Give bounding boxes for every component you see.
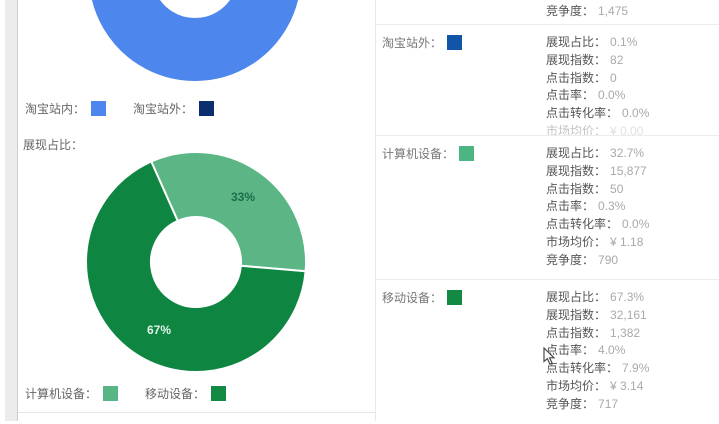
stats-section-previous: 竞争度： 1,475 [376,0,719,25]
stat-label: 市场均价： [546,234,607,249]
section-color-swatch [447,35,463,50]
stat-row: 点击转化率： 0.0% [546,105,649,123]
stat-value: 50 [610,181,624,196]
stat-row: 点击指数： 0 [546,70,649,88]
donut-slice-1[interactable] [86,160,306,372]
stat-row: 展现占比： 67.3% [546,289,649,307]
stats-section-taobao-offsite: 淘宝站外： 展现占比： 0.1% 展现指数： 82 点击指数： 0 点击率： 0.0% … [376,25,719,136]
stat-value: ¥ 1.18 [610,234,644,249]
stat-row: 点击率： 0.0% [546,87,649,105]
legend-swatch [103,386,119,401]
stat-value: 0 [610,70,617,85]
charts-panel: 淘宝站内： 淘宝站外： 展现占比： 33% 67% 计算机设备： 移动设备： [18,0,375,413]
stat-label: 点击率： [546,88,595,103]
stat-row: 点击转化率： 0.0% [546,216,649,234]
donut-slice-0[interactable] [88,0,302,83]
traffic-source-donut-chart[interactable] [85,0,305,85]
stat-label: 点击转化率： [546,361,619,376]
stat-label: 展现指数： [546,52,607,67]
stat-row: 展现指数： 15,877 [546,163,649,181]
stat-row: 点击率： 4.0% [546,342,649,360]
stat-label: 点击率： [546,343,595,358]
legend-swatch [91,101,107,116]
stat-label: 点击指数： [546,70,607,85]
stat-row: 展现指数： 32,161 [546,307,649,325]
device-chart-title: 展现占比： [23,138,84,152]
stat-label: 竞争度： [546,252,595,267]
stat-value: 15,877 [610,163,647,178]
section-color-swatch [459,146,475,161]
stat-value: 4.0% [598,343,626,358]
legend-label: 移动设备： [145,387,206,401]
stat-label: 点击指数： [546,181,607,196]
stat-value: 67.3% [610,290,645,304]
legend-item-taobao-onsite[interactable]: 淘宝站内： [25,100,107,117]
stat-row: 展现占比： 32.7% [546,145,649,163]
legend-item-mobile[interactable]: 移动设备： [145,385,227,402]
stat-label: 市场均价： [546,378,607,393]
stat-row: 市场均价： ¥ 1.18 [546,234,649,252]
stat-row-clipped: 市场均价： ¥ 0.00 [546,123,644,136]
stats-section-mobile: 移动设备： 展现占比： 67.3% 展现指数： 32,161 点击指数： 1,382 … [376,280,719,424]
stats-panel: 竞争度： 1,475 淘宝站外： 展现占比： 0.1% 展现指数： 82 点击指数： 0… [375,0,719,421]
stat-value: 7.9% [622,361,650,376]
stat-row: 点击转化率： 7.9% [546,360,649,378]
stat-label: 竞争度： [546,4,595,18]
legend-swatch [211,386,227,401]
stat-label: 展现占比： [546,290,607,304]
stat-row: 点击率： 0.3% [546,198,649,216]
stat-value: 0.0% [598,88,626,103]
stat-value: 0.0% [622,217,650,232]
stat-value: 0.1% [610,35,638,49]
stat-value: 82 [610,52,624,67]
stat-label: 点击率： [546,199,595,214]
donut-slice-0[interactable] [149,152,306,273]
device-slice-label-pc: 33% [230,190,256,204]
section-label: 淘宝站外： [382,34,463,51]
stat-label: 展现占比： [546,146,607,160]
stat-value: 32,161 [610,307,647,322]
stat-value: 790 [598,252,619,267]
stat-row: 竞争度： 790 [546,252,649,270]
stat-label: 展现指数： [546,163,607,178]
stat-value: 1,382 [610,325,641,340]
legend-label: 淘宝站内： [25,102,86,116]
traffic-source-legend: 淘宝站内： 淘宝站外： [25,100,215,117]
stat-label: 点击指数： [546,325,607,340]
stat-row: 展现指数： 82 [546,52,649,70]
stat-value: 1,475 [598,4,629,18]
section-label: 计算机设备： [382,145,475,162]
stat-value: ¥ 3.14 [610,378,644,393]
stat-value: 0.3% [598,199,626,214]
stat-row: 市场均价： ¥ 3.14 [546,378,649,396]
legend-swatch [199,101,215,116]
stat-row: 点击指数： 1,382 [546,325,649,343]
stat-row: 竞争度： 717 [546,396,649,414]
device-share-donut-chart[interactable] [86,152,306,372]
page-left-gutter [5,0,18,421]
stat-label: 竞争度： [546,396,595,411]
legend-label: 淘宝站外： [133,102,194,116]
stat-value: 32.7% [610,146,645,160]
device-legend: 计算机设备： 移动设备： [25,385,227,402]
legend-item-pc[interactable]: 计算机设备： [25,385,119,402]
stat-label: 展现指数： [546,307,607,322]
stat-label: 展现占比： [546,35,607,49]
stat-row: 竞争度： 1,475 [546,3,628,21]
stat-label: 点击转化率： [546,217,619,232]
stat-value: 717 [598,396,619,411]
stat-row: 展现占比： 0.1% [546,34,649,52]
stat-value: 0.0% [622,106,650,121]
stat-label: 点击转化率： [546,106,619,121]
section-color-swatch [447,290,463,305]
device-slice-label-mobile: 67% [146,323,172,337]
legend-label: 计算机设备： [25,387,98,401]
section-label: 移动设备： [382,289,463,306]
legend-item-taobao-offsite[interactable]: 淘宝站外： [133,100,215,117]
stat-row: 点击指数： 50 [546,181,649,199]
stats-section-pc: 计算机设备： 展现占比： 32.7% 展现指数： 15,877 点击指数： 50 点击… [376,136,719,280]
